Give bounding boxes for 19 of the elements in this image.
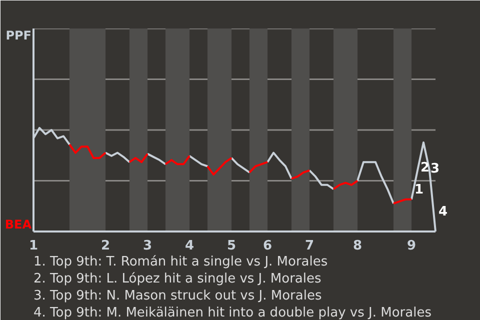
text: BEA — [4, 218, 32, 232]
annotation: 3 — [430, 161, 440, 176]
text: 3. Top 9th: N. Mason struck out vs J. Morales — [34, 288, 322, 304]
x-tick-label: 7 — [304, 238, 314, 254]
x-tick-label: 8 — [352, 238, 362, 254]
text: 4. Top 9th: M. Meikäläinen hit into a double play vs J. Morales — [34, 306, 432, 320]
x-tick-label: 9 — [406, 238, 416, 254]
text: 4 — [438, 204, 448, 220]
x-tick-label: 1 — [28, 238, 38, 254]
text: 2. Top 9th: L. López hit a single vs J. Morales — [34, 272, 322, 286]
x-tick-label: 3 — [142, 238, 152, 254]
x-tick-label: 2 — [100, 238, 110, 254]
text: 1. Top 9th: T. Román hit a single vs J. Morales — [34, 254, 328, 270]
annotation: 1 — [414, 182, 424, 198]
x-tick-label: 6 — [262, 238, 272, 254]
text: PPF — [6, 28, 32, 42]
x-tick-label: 5 — [226, 238, 236, 254]
x-tick-label: 4 — [184, 238, 194, 254]
annotation: 2 — [420, 160, 430, 176]
